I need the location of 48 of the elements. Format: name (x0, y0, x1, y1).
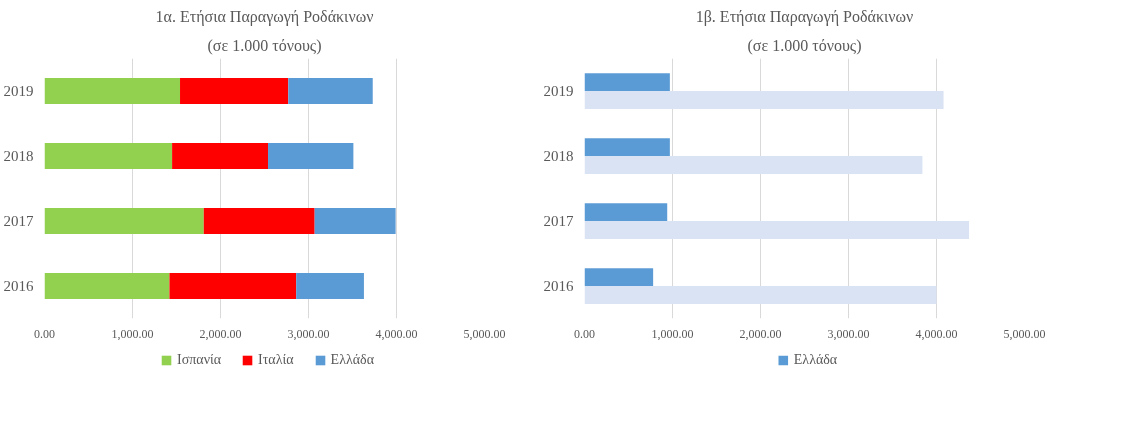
x-tick-label: 3,000.00 (827, 326, 870, 341)
chart-title: 1β. Ετήσια Παραγωγή Ροδάκινων (695, 7, 914, 26)
y-tick-label: 2018 (3, 148, 34, 164)
chart-subtitle: (σε 1.000 τόνους) (207, 36, 322, 55)
x-tick-label: 4,000.00 (375, 326, 418, 341)
x-tick-label: 1,000.00 (111, 326, 154, 341)
x-tick-label: 5,000.00 (1003, 326, 1046, 341)
bar (172, 143, 269, 169)
y-tick-label: 2017 (543, 213, 574, 229)
bar (180, 78, 289, 104)
chart-title: 1α. Ετήσια Παραγωγή Ροδάκινων (155, 7, 374, 26)
legend-label: Ισπανία (177, 352, 222, 368)
bar (584, 268, 654, 286)
bar (584, 73, 670, 91)
legend-label: Ελλάδα (330, 352, 374, 368)
y-tick-label: 2016 (3, 278, 34, 294)
x-tick-label: 4,000.00 (915, 326, 958, 341)
bar (169, 273, 297, 299)
bar (288, 78, 373, 104)
bar (584, 91, 944, 109)
legend-label: Ελλάδα (793, 352, 838, 368)
bar (44, 208, 204, 234)
x-tick-label: 2,000.00 (199, 326, 242, 341)
y-tick-label: 2016 (543, 278, 574, 294)
bar (584, 221, 970, 239)
x-tick-label: 0.00 (34, 326, 55, 341)
x-tick-label: 3,000.00 (287, 326, 330, 341)
y-tick-label: 2018 (543, 148, 574, 164)
bar (44, 143, 173, 169)
chart-subtitle: (σε 1.000 τόνους) (747, 36, 862, 55)
bar (584, 286, 937, 304)
bar (584, 138, 670, 156)
x-tick-label: 2,000.00 (739, 326, 782, 341)
bar (584, 156, 923, 174)
bar (44, 273, 170, 299)
x-tick-label: 1,000.00 (651, 326, 694, 341)
bar (314, 208, 396, 234)
legend-label: Ιταλία (258, 352, 294, 368)
x-tick-label: 0.00 (574, 326, 595, 341)
bar (268, 143, 354, 169)
x-tick-label: 5,000.00 (463, 326, 506, 341)
bar (203, 208, 315, 234)
y-tick-label: 2019 (543, 83, 574, 99)
bar (584, 203, 668, 221)
y-tick-label: 2017 (3, 213, 34, 229)
bar (44, 78, 181, 104)
bar (296, 273, 364, 299)
y-tick-label: 2019 (3, 83, 34, 99)
